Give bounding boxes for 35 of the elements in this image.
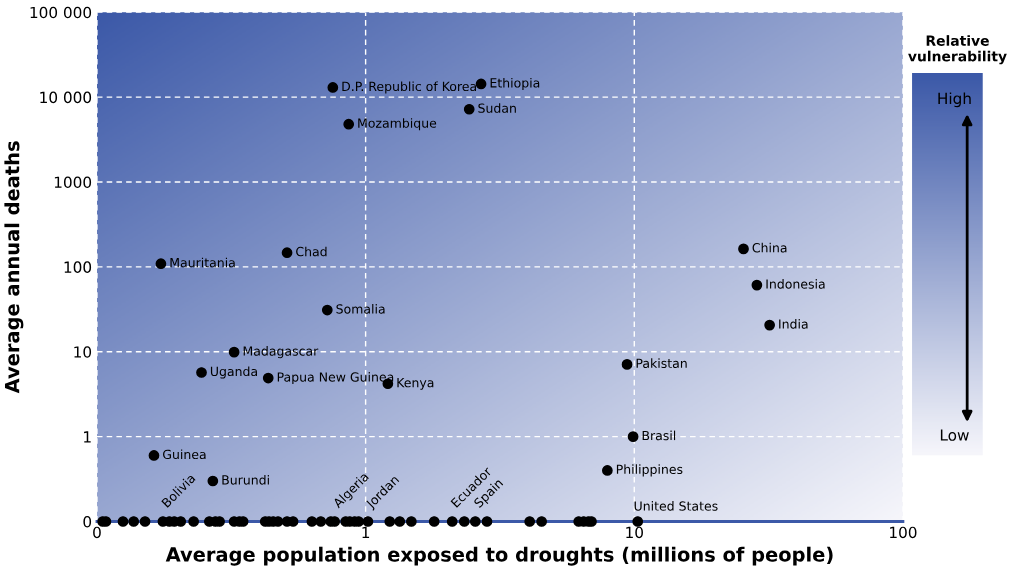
y-tick-label: 100 bbox=[64, 261, 92, 273]
x-tick-label: 10 bbox=[626, 526, 643, 539]
y-tick-label: 0 bbox=[83, 515, 92, 528]
text: Low bbox=[940, 429, 969, 441]
color-bar-title: Relative vulnerability bbox=[908, 35, 1007, 65]
annotation: Brasil bbox=[642, 430, 676, 441]
annotation: Somalia bbox=[336, 304, 385, 314]
annotation: Burundi bbox=[222, 474, 269, 485]
annotation: Pakistan bbox=[636, 358, 687, 369]
annotation: Madagascar bbox=[243, 346, 319, 359]
annotation: Mauritania bbox=[170, 257, 235, 268]
text: High bbox=[938, 92, 971, 108]
annotation: Philippines bbox=[616, 464, 683, 477]
annotation: India bbox=[779, 319, 808, 329]
annotation: Guinea bbox=[163, 449, 206, 460]
x-tick-label: 0 bbox=[93, 526, 101, 539]
annotation: Kenya bbox=[397, 378, 434, 390]
y-axis-title: Average annual deaths bbox=[4, 141, 24, 394]
annotation: Ethiopia bbox=[490, 77, 540, 90]
y-tick-label: 1000 bbox=[54, 176, 92, 189]
annotation: Uganda bbox=[210, 366, 257, 379]
y-tick-label: 10 bbox=[74, 346, 92, 358]
y-tick-label: 10 000 bbox=[40, 91, 92, 104]
annotation: Sudan bbox=[478, 103, 516, 113]
x-tick-label: 100 bbox=[890, 526, 917, 539]
annotation: D.P. Republic of Korea bbox=[342, 81, 476, 94]
annotation: Mozambique bbox=[358, 118, 437, 131]
annotation: Indonesia bbox=[766, 279, 825, 289]
y-tick-label: 1 bbox=[84, 431, 91, 443]
y-tick-label: 100 000 bbox=[30, 6, 92, 19]
x-tick-label: 1 bbox=[362, 526, 370, 538]
x-axis-title: Average population exposed to droughts (millions of people) bbox=[165, 546, 833, 566]
annotation: United States bbox=[634, 501, 718, 511]
annotation: Chad bbox=[296, 246, 327, 257]
annotation: China bbox=[752, 242, 787, 253]
